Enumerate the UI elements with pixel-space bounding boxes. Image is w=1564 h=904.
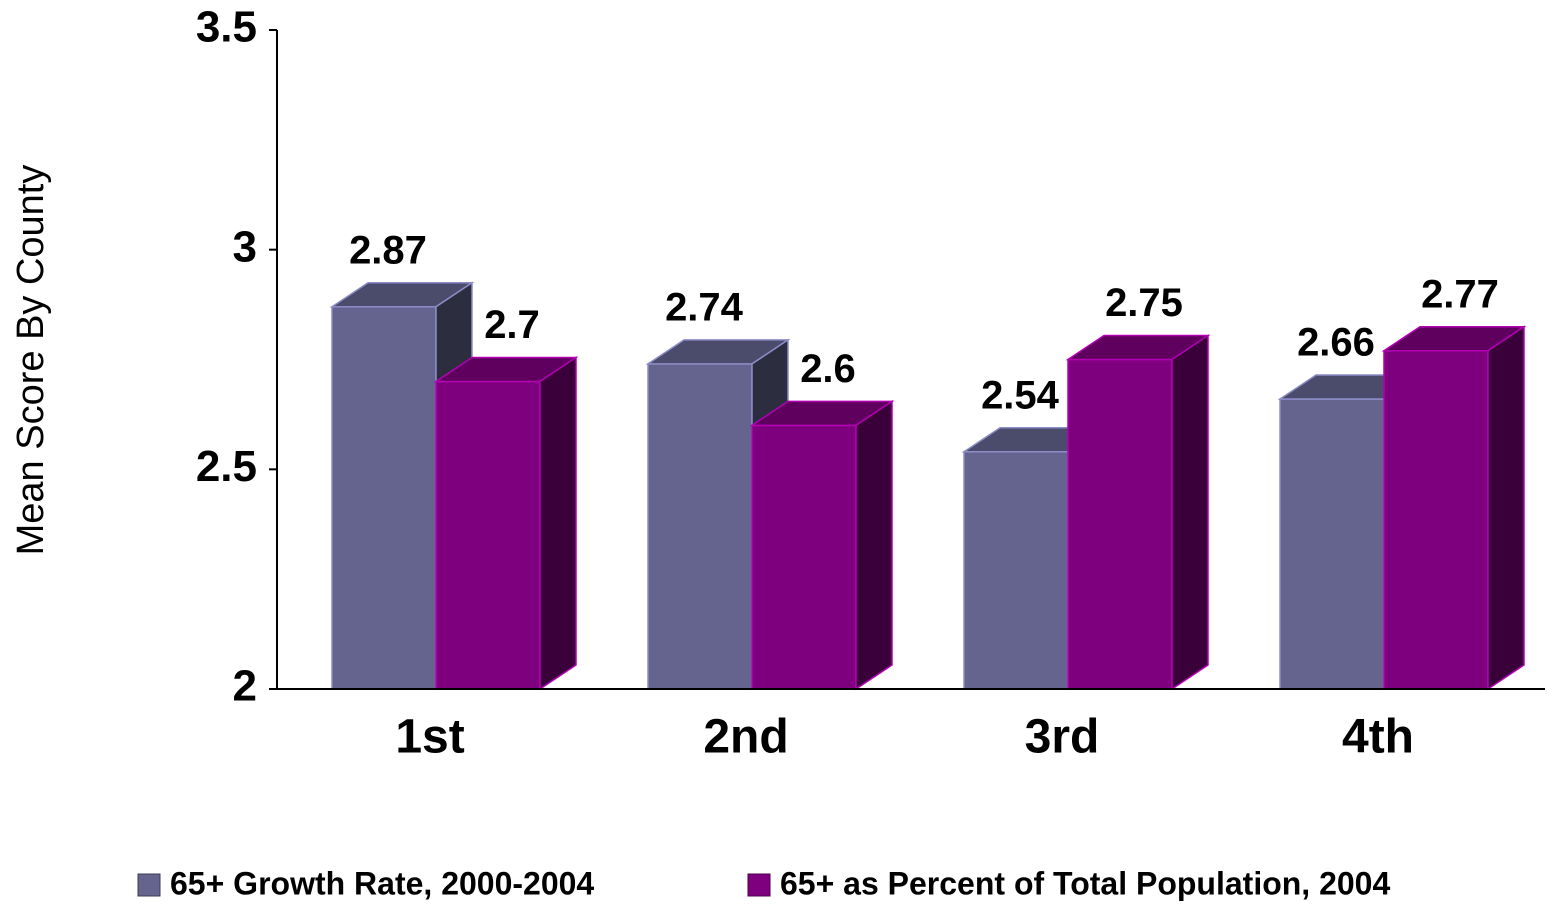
bar-front [1067,358,1173,690]
y-tick-label: 2 [233,662,257,711]
x-tick-label: 2nd [703,711,788,764]
bar [1065,334,1211,691]
bar-side [539,356,577,691]
value-label: 2.74 [665,285,744,329]
y-tick-label: 3.5 [196,3,257,52]
bar-front [331,306,437,690]
bar-front [1383,349,1489,690]
value-label: 2.6 [800,347,856,391]
bar-front [647,363,753,690]
bar-front [1279,398,1385,690]
x-tick-label: 4th [1342,711,1414,764]
y-axis-label: Mean Score By County [10,165,52,556]
bar-front [963,451,1069,690]
y-tick-label: 2.5 [196,442,257,491]
x-tick-label: 3rd [1025,711,1100,764]
bar-front [751,424,857,690]
value-label: 2.66 [1297,321,1375,365]
y-tick-label: 3 [233,222,257,271]
bar-side [855,399,893,691]
bar-side [1171,334,1209,691]
legend-swatch [137,873,161,897]
bar-side [1487,325,1525,691]
value-label: 2.87 [349,228,427,272]
bar-front [435,380,541,690]
value-label: 2.75 [1105,281,1183,325]
legend-label: 65+ Growth Rate, 2000-2004 [170,865,594,901]
bar [749,399,895,691]
bar [1381,325,1527,691]
legend-swatch [747,873,771,897]
legend-label: 65+ as Percent of Total Population, 2004 [780,865,1390,901]
value-label: 2.54 [981,373,1060,417]
bar [433,356,579,691]
value-label: 2.7 [484,303,540,347]
value-label: 2.77 [1421,272,1499,316]
x-tick-label: 1st [395,711,464,764]
